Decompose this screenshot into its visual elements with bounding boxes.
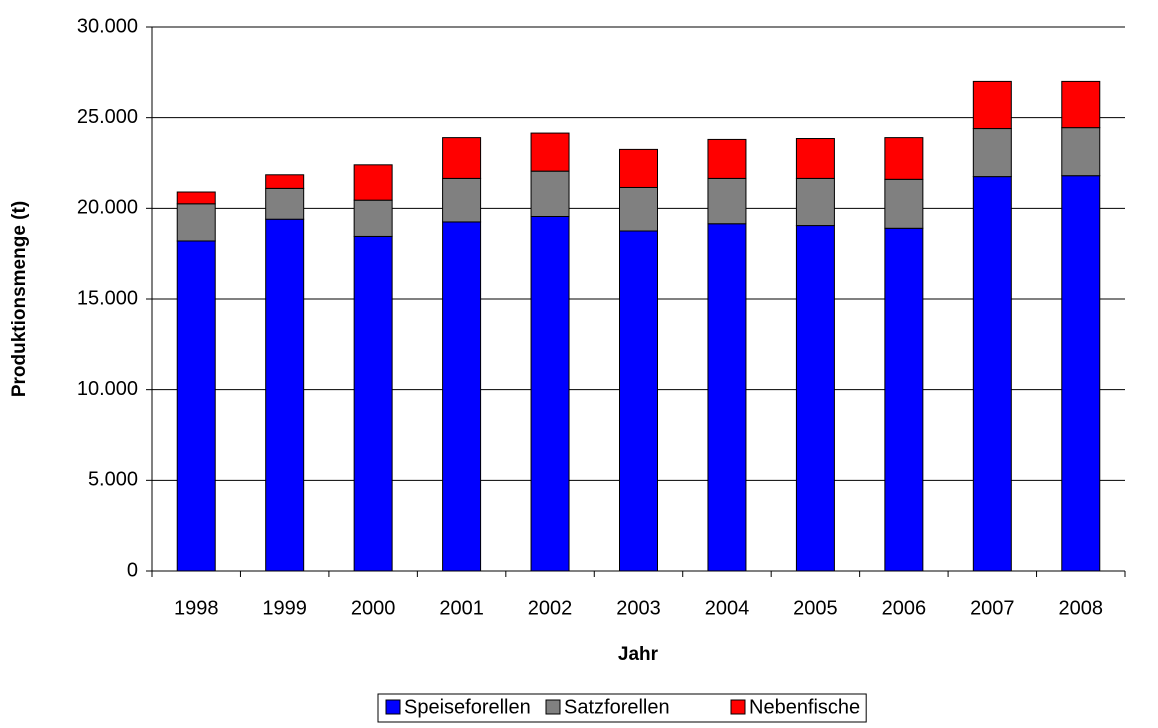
bar-segment [972, 128, 1012, 178]
x-tick-label: 1998 [174, 597, 219, 619]
bar-segment [795, 177, 835, 227]
legend-swatch [385, 699, 401, 715]
y-axis-title: Produktionsmenge (t) [9, 201, 30, 397]
y-tick-label: 20.000 [77, 197, 138, 219]
bar-segment [530, 170, 570, 217]
legend-swatch [545, 699, 561, 715]
x-tick-label: 2007 [970, 597, 1015, 619]
legend-label: Nebenfische [749, 696, 860, 718]
bar-segment [353, 235, 393, 572]
bar-segment [265, 174, 305, 189]
x-tick-label: 2002 [528, 597, 573, 619]
y-tick-label: 25.000 [77, 106, 138, 128]
y-tick-label: 30.000 [77, 15, 138, 37]
bar-segment [265, 218, 305, 572]
bar-segment [1061, 80, 1101, 129]
x-tick-label: 2001 [439, 597, 484, 619]
bar-segment [972, 176, 1012, 572]
bar-segment [442, 221, 482, 572]
bar-segment [707, 138, 747, 179]
x-tick-label: 1999 [262, 597, 307, 619]
y-tick-label: 15.000 [77, 287, 138, 309]
bar-segment [619, 186, 658, 232]
x-tick-label: 2000 [351, 597, 396, 619]
x-axis-title: Jahr [618, 644, 659, 665]
legend-box [377, 693, 867, 723]
bar-segment [884, 227, 924, 572]
bar-segment [707, 177, 747, 225]
bar-segment [442, 137, 482, 179]
bar-segment [884, 178, 924, 229]
bar-segment [1061, 175, 1101, 572]
bar-segment [619, 230, 658, 572]
bar-segment [530, 132, 570, 172]
x-tick-label: 2005 [793, 597, 838, 619]
y-tick-label: 0 [127, 559, 138, 581]
bar-segment [619, 148, 658, 188]
bar-segment [176, 203, 216, 242]
bar-segment [707, 223, 747, 572]
bar-segment [795, 225, 835, 572]
bar-segment [265, 187, 305, 220]
bar-segment [884, 137, 924, 180]
x-tick-label: 2004 [705, 597, 750, 619]
bar-segment [795, 138, 835, 179]
bar-segment [176, 240, 216, 572]
bar-segment [972, 80, 1012, 130]
legend-label: Satzforellen [564, 696, 670, 718]
bar-segment [353, 164, 393, 201]
x-tick-label: 2003 [616, 597, 661, 619]
x-tick-label: 2008 [1059, 597, 1104, 619]
bar-segment [353, 199, 393, 237]
legend-label: Speiseforellen [404, 696, 531, 718]
bar-segment [176, 191, 216, 205]
bar-segment [442, 177, 482, 223]
y-tick-label: 5.000 [88, 469, 138, 491]
legend-swatch [730, 699, 746, 715]
bar-segment [530, 215, 570, 572]
bar-segment [1061, 127, 1101, 177]
x-tick-label: 2006 [882, 597, 927, 619]
y-tick-label: 10.000 [77, 378, 138, 400]
